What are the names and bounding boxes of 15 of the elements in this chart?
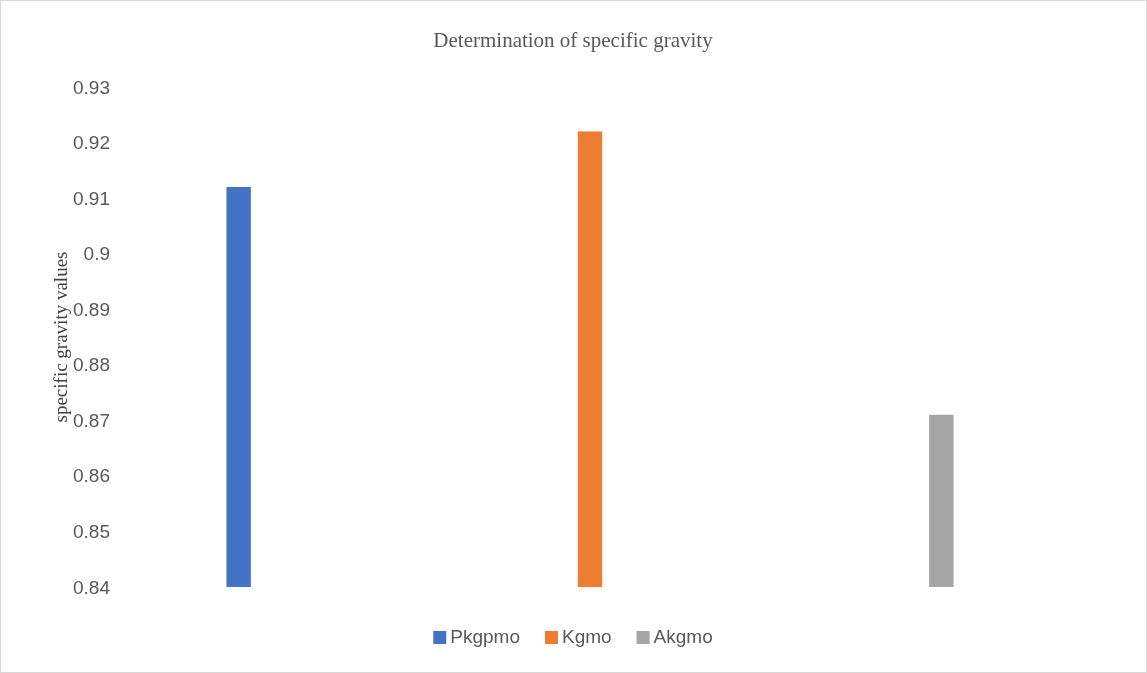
- y-tick-label: 0.84: [73, 576, 111, 598]
- y-tick-label: 0.87: [73, 409, 110, 431]
- y-tick-label: 0.93: [73, 76, 110, 98]
- y-tick-label: 0.91: [73, 187, 110, 209]
- y-tick-label: 0.86: [73, 465, 110, 487]
- chart-title: Determination of specific gravity: [433, 28, 714, 52]
- y-tick-label: 0.9: [83, 243, 110, 265]
- legend-label: Kgmo: [561, 626, 612, 647]
- y-tick-label: 0.89: [73, 298, 110, 320]
- y-axis-title: specific gravity values: [50, 251, 71, 423]
- y-tick-label: 0.85: [73, 521, 110, 543]
- y-tick-label: 0.88: [73, 354, 110, 376]
- y-tick-label: 0.92: [73, 132, 110, 154]
- legend-label: Pkgpmo: [450, 626, 520, 647]
- legend-label: Akgmo: [653, 626, 713, 647]
